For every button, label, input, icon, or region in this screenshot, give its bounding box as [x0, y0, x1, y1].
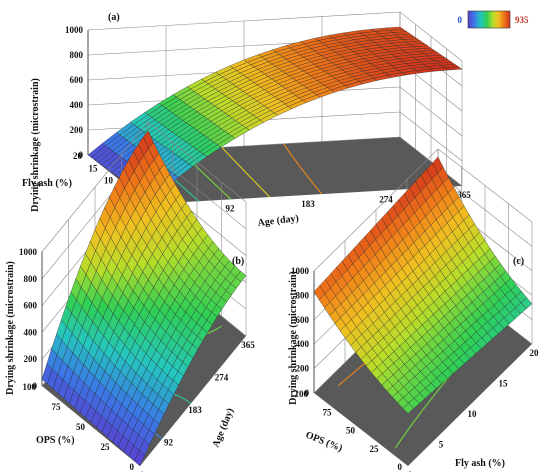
panel-a-y-tick: 15 [89, 163, 99, 173]
panel-c-surface [313, 156, 533, 414]
panel-a-z-tick: 800 [70, 50, 84, 60]
panel-b-x-tick: 1 [140, 470, 145, 472]
panel-a-x-tick: 183 [301, 199, 315, 209]
panel-b-zlabel: Drying shrinkage (microstrain) [5, 261, 16, 395]
panel-a-z-tick: 200 [70, 125, 84, 135]
panel-c-y-tick: 75 [323, 407, 333, 417]
panel-b-label: (b) [232, 256, 244, 267]
panel-c-zlabel: Drying shrinkage (microstrain) [288, 271, 299, 405]
panel-a-zlabel: Drying shrinkage (microstrain) [30, 78, 41, 212]
panel-a-y-tick: 10 [104, 176, 114, 186]
colorbar-min-label: 0 [458, 15, 463, 25]
panel-b-z-tick: 1000 [19, 247, 38, 257]
panel-c-x-tick: 20 [530, 348, 540, 358]
panel-a-z-tick: 0 [79, 150, 84, 160]
panel-c-y-tick: 50 [346, 426, 356, 436]
panel-b-plot [41, 121, 247, 467]
panel-c-x-tick: 10 [468, 409, 478, 419]
panel-c-x-tick: 0 [408, 470, 413, 472]
panel-a-ylabel: Fly ash (%) [22, 178, 72, 189]
panel-b-z-tick: 600 [24, 301, 38, 311]
panel-c-ylabel: OPS (%) [304, 430, 344, 455]
panel-a-z-tick: 600 [70, 75, 84, 85]
panel-c-y-tick: 25 [370, 444, 380, 454]
panel-b-z-tick: 400 [24, 327, 38, 337]
panel-c-z-tick: 200 [296, 364, 310, 374]
panel-c-y-tick: 0 [398, 462, 403, 472]
panel-b-z-tick: 200 [24, 354, 38, 364]
panel-b-z-tick: 800 [24, 274, 38, 284]
panel-a-z-tick: 400 [70, 100, 84, 110]
panel-a-contour [283, 143, 323, 195]
panel-b-x-tick: 274 [215, 373, 229, 383]
panel-a-y-tick: 20 [73, 151, 83, 161]
panel-b-x-tick: 92 [164, 438, 174, 448]
panel-c-z-tick: 1000 [291, 266, 310, 276]
panel-b-x-tick: 183 [188, 405, 202, 415]
surface-cell [134, 450, 146, 467]
panel-a-z-tick: 1000 [65, 25, 84, 35]
panel-a-label: (a) [108, 12, 120, 23]
panel-a-surface [87, 26, 463, 201]
panel-b-x-tick: 365 [241, 340, 255, 350]
surface-cell [402, 402, 414, 414]
panel-a-xlabel: Age (day) [257, 213, 299, 229]
panel-c-y-tick: 100 [295, 389, 309, 399]
colorbar-max-label: 935 [515, 15, 529, 25]
panel-c-z-tick: 600 [296, 315, 310, 325]
panel-b-y-tick: 25 [101, 442, 111, 452]
panel-b-y-tick: 100 [23, 382, 37, 392]
panel-b-y-tick: 50 [76, 422, 86, 432]
colorbar-gradient [467, 10, 511, 29]
colorbar: 0 935 [458, 10, 529, 29]
panel-c-label: (c) [513, 256, 524, 267]
panel-a-plot [87, 11, 463, 204]
panel-c-z-tick: 0 [305, 388, 310, 398]
panel-b-ylabel: OPS (%) [36, 435, 75, 446]
panel-c-plot [313, 148, 533, 466]
panel-a: (a) Drying shrinkage (microstrain) Fly a… [22, 11, 471, 229]
panel-c-x-tick: 15 [499, 379, 509, 389]
panel-b-z-tick: 0 [33, 381, 38, 391]
panel-c: (c) Drying shrinkage (microstrain) OPS (… [288, 148, 540, 472]
panel-a-contour [221, 146, 271, 198]
panel-c-xlabel: Fly ash (%) [455, 458, 505, 469]
panel-b-surface [41, 130, 247, 467]
panel-a-x-tick: 365 [457, 190, 471, 200]
panel-c-z-tick: 800 [296, 290, 310, 300]
panel-b-y-tick: 0 [130, 462, 135, 472]
panel-b-xlabel: Age (day) [211, 407, 237, 449]
panel-b-y-tick: 75 [52, 402, 62, 412]
panel-c-x-tick: 5 [439, 440, 444, 450]
panel-a-x-tick: 92 [226, 204, 236, 214]
panel-c-z-tick: 400 [296, 339, 310, 349]
